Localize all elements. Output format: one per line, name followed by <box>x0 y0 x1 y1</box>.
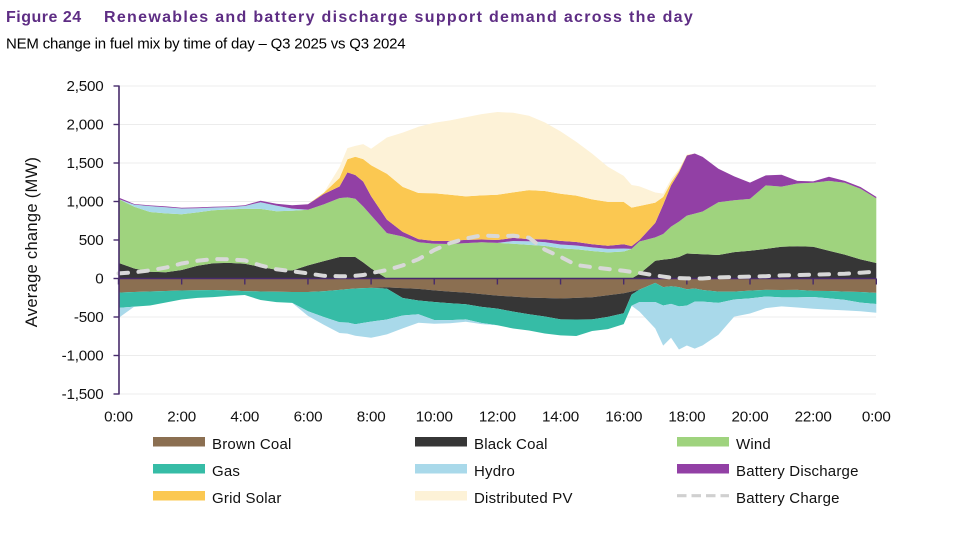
svg-text:-1,000: -1,000 <box>62 348 104 365</box>
svg-text:Battery Charge: Battery Charge <box>736 490 840 507</box>
svg-text:2,000: 2,000 <box>66 117 103 134</box>
svg-text:18:00: 18:00 <box>668 409 705 426</box>
svg-text:0: 0 <box>95 271 103 288</box>
svg-text:16:00: 16:00 <box>605 409 642 426</box>
svg-text:2:00: 2:00 <box>167 409 196 426</box>
svg-text:0:00: 0:00 <box>862 409 891 426</box>
svg-text:0:00: 0:00 <box>104 409 133 426</box>
svg-text:-500: -500 <box>74 309 104 326</box>
svg-text:Grid Solar: Grid Solar <box>212 490 282 507</box>
svg-text:8:00: 8:00 <box>357 409 386 426</box>
svg-text:1,500: 1,500 <box>66 155 103 172</box>
svg-text:500: 500 <box>79 232 104 249</box>
svg-text:Renewables and battery dischar: Renewables and battery discharge support… <box>104 9 694 26</box>
svg-text:Wind: Wind <box>736 436 771 453</box>
svg-text:10:00: 10:00 <box>416 409 453 426</box>
svg-text:4:00: 4:00 <box>230 409 259 426</box>
svg-text:6:00: 6:00 <box>294 409 323 426</box>
svg-text:20:00: 20:00 <box>731 409 768 426</box>
svg-text:1,000: 1,000 <box>66 194 103 211</box>
svg-text:2,500: 2,500 <box>66 78 103 95</box>
svg-text:22:00: 22:00 <box>795 409 832 426</box>
svg-text:Brown Coal: Brown Coal <box>212 436 292 453</box>
svg-text:-1,500: -1,500 <box>62 386 104 403</box>
svg-text:NEM change in fuel mix by time: NEM change in fuel mix by time of day – … <box>6 36 405 53</box>
svg-text:Hydro: Hydro <box>474 463 515 480</box>
svg-text:12:00: 12:00 <box>479 409 516 426</box>
svg-text:Distributed PV: Distributed PV <box>474 490 573 507</box>
svg-text:Gas: Gas <box>212 463 240 480</box>
svg-text:Black Coal: Black Coal <box>474 436 548 453</box>
svg-text:Average change (MW): Average change (MW) <box>23 157 41 327</box>
svg-text:Figure 24: Figure 24 <box>6 9 82 26</box>
svg-text:14:00: 14:00 <box>542 409 579 426</box>
svg-text:Battery Discharge: Battery Discharge <box>736 463 859 480</box>
